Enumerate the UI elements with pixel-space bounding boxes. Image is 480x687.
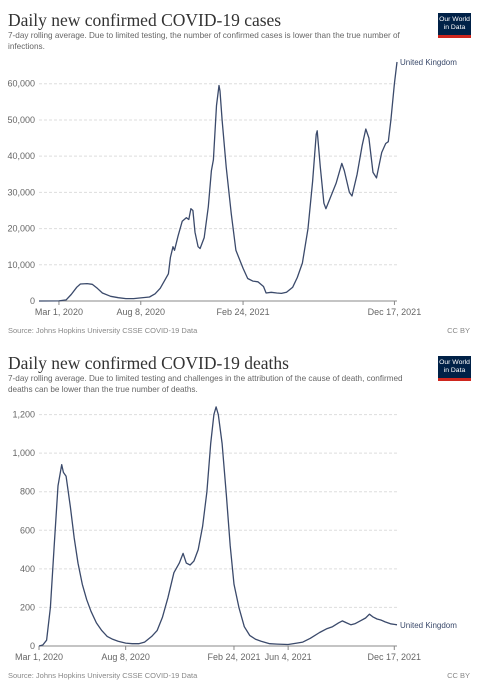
y-tick-label: 0 — [30, 641, 35, 651]
y-tick-label: 50,000 — [7, 115, 35, 125]
y-tick-label: 40,000 — [7, 151, 35, 161]
cases-chart-title: Daily new confirmed COVID-19 cases — [8, 10, 282, 30]
deaths-chart-subtitle: 7-day rolling average. Due to limited te… — [8, 374, 403, 394]
cases-chart-subtitle: 7-day rolling average. Due to limited te… — [8, 31, 400, 51]
y-tick-label: 20,000 — [7, 224, 35, 234]
x-tick-label: Aug 8, 2020 — [101, 652, 150, 662]
x-tick-label: Feb 24, 2021 — [207, 652, 260, 662]
logo-line-1: Our World — [439, 16, 470, 23]
x-tick-label: Jun 4, 2021 — [265, 652, 312, 662]
owid-logo[interactable]: Our World in Data — [438, 356, 471, 381]
y-tick-label: 1,200 — [12, 410, 35, 420]
y-tick-label: 0 — [30, 296, 35, 306]
y-tick-label: 800 — [20, 487, 35, 497]
x-tick-label: Aug 8, 2020 — [117, 307, 166, 317]
cases-license-link[interactable]: CC BY — [447, 326, 470, 335]
cases-line-chart: 0 10,000 20,000 30,000 40,000 50,000 60,000 Mar… — [7, 58, 457, 317]
cases-source-note: Source: Johns Hopkins University CSSE CO… — [8, 326, 198, 335]
series-line-united-kingdom[interactable] — [38, 61, 398, 302]
series-label[interactable]: United Kingdom — [400, 58, 457, 67]
deaths-source-note: Source: Johns Hopkins University CSSE CO… — [8, 671, 198, 680]
deaths-line-chart: 0 200 400 600 800 1,000 1,200 Mar 1, 2020 Aug 8,… — [12, 406, 457, 662]
x-tick-label: Mar 1, 2020 — [35, 307, 83, 317]
series-label[interactable]: United Kingdom — [400, 621, 457, 630]
logo-line-2: in Data — [443, 367, 466, 374]
y-tick-label: 10,000 — [7, 260, 35, 270]
y-tick-label: 1,000 — [12, 448, 35, 458]
y-tick-label: 30,000 — [7, 187, 35, 197]
y-tick-label: 60,000 — [7, 79, 35, 89]
y-tick-label: 400 — [20, 564, 35, 574]
x-tick-label: Feb 24, 2021 — [217, 307, 270, 317]
deaths-chart-title: Daily new confirmed COVID-19 deaths — [8, 353, 289, 373]
logo-line-2: in Data — [443, 24, 466, 31]
deaths-chart-panel: Daily new confirmed COVID-19 deaths 7-da… — [0, 343, 480, 687]
series-line-united-kingdom[interactable] — [38, 406, 398, 647]
logo-line-1: Our World — [439, 359, 470, 366]
x-tick-label: Mar 1, 2020 — [15, 652, 63, 662]
owid-logo[interactable]: Our World in Data — [438, 13, 471, 38]
y-tick-label: 600 — [20, 525, 35, 535]
x-tick-label: Dec 17, 2021 — [368, 652, 422, 662]
x-tick-label: Dec 17, 2021 — [368, 307, 422, 317]
cases-chart-panel: Daily new confirmed COVID-19 cases 7-day… — [0, 0, 480, 343]
y-tick-label: 200 — [20, 602, 35, 612]
deaths-license-link[interactable]: CC BY — [447, 671, 470, 680]
